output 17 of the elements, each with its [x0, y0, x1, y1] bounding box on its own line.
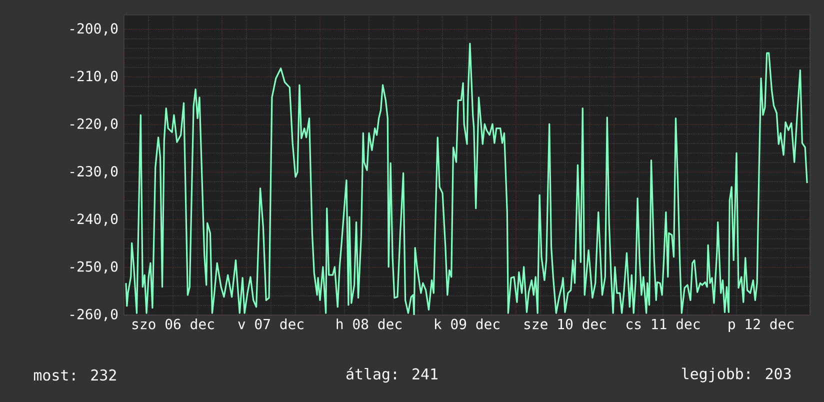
y-tick-label: -240,0	[70, 214, 118, 226]
y-tick-label: -200,0	[70, 23, 118, 36]
y-tick-label: -250,0	[70, 261, 118, 274]
y-tick-label: -260,0	[70, 308, 118, 322]
y-tick-label: -210,0	[70, 70, 118, 84]
text: átlag: 241	[346, 367, 438, 383]
text: most: 232	[34, 369, 116, 381]
x-tick-label: k 09 dec	[435, 318, 500, 330]
x-tick-label: cs 11 dec	[626, 318, 700, 330]
x-tick-label: szo 06 dec	[132, 318, 214, 330]
text: legjobb: 203	[682, 368, 791, 382]
x-tick-label: h 08 dec	[336, 318, 402, 330]
x-tick-label: v 07 dec	[238, 318, 304, 330]
y-tick-label: -220,0	[70, 118, 118, 131]
x-tick-label: p 12 dec	[728, 318, 794, 332]
x-tick-label: sze 10 dec	[524, 318, 606, 330]
y-tick-label: -230,0	[70, 166, 118, 178]
